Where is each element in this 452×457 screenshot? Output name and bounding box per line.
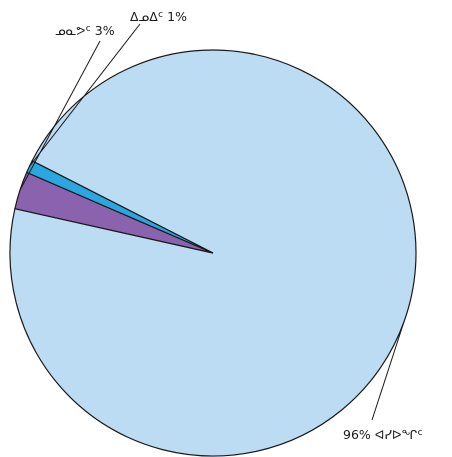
leader-line-others — [371, 321, 405, 421]
leader-line-nunavut — [19, 40, 101, 191]
leader-line-inuit — [28, 23, 141, 167]
slice-label-inuit: ᐃᓄᐃᑦ 1% — [130, 9, 187, 24]
pie-slice-inuit — [25, 160, 214, 254]
leader-lines — [19, 23, 405, 421]
slice-label-others: 96% ᐊᓯᐅᖏᑦ — [343, 427, 423, 442]
pie-slices — [9, 49, 417, 457]
slice-label-nunavut: ᓄᓇᕗᑦ 3% — [55, 23, 115, 38]
slice-labels: 96% ᐊᓯᐅᖏᑦ ᓄᓇᕗᑦ 3% ᐃᓄᐃᑦ 1% — [55, 9, 423, 442]
